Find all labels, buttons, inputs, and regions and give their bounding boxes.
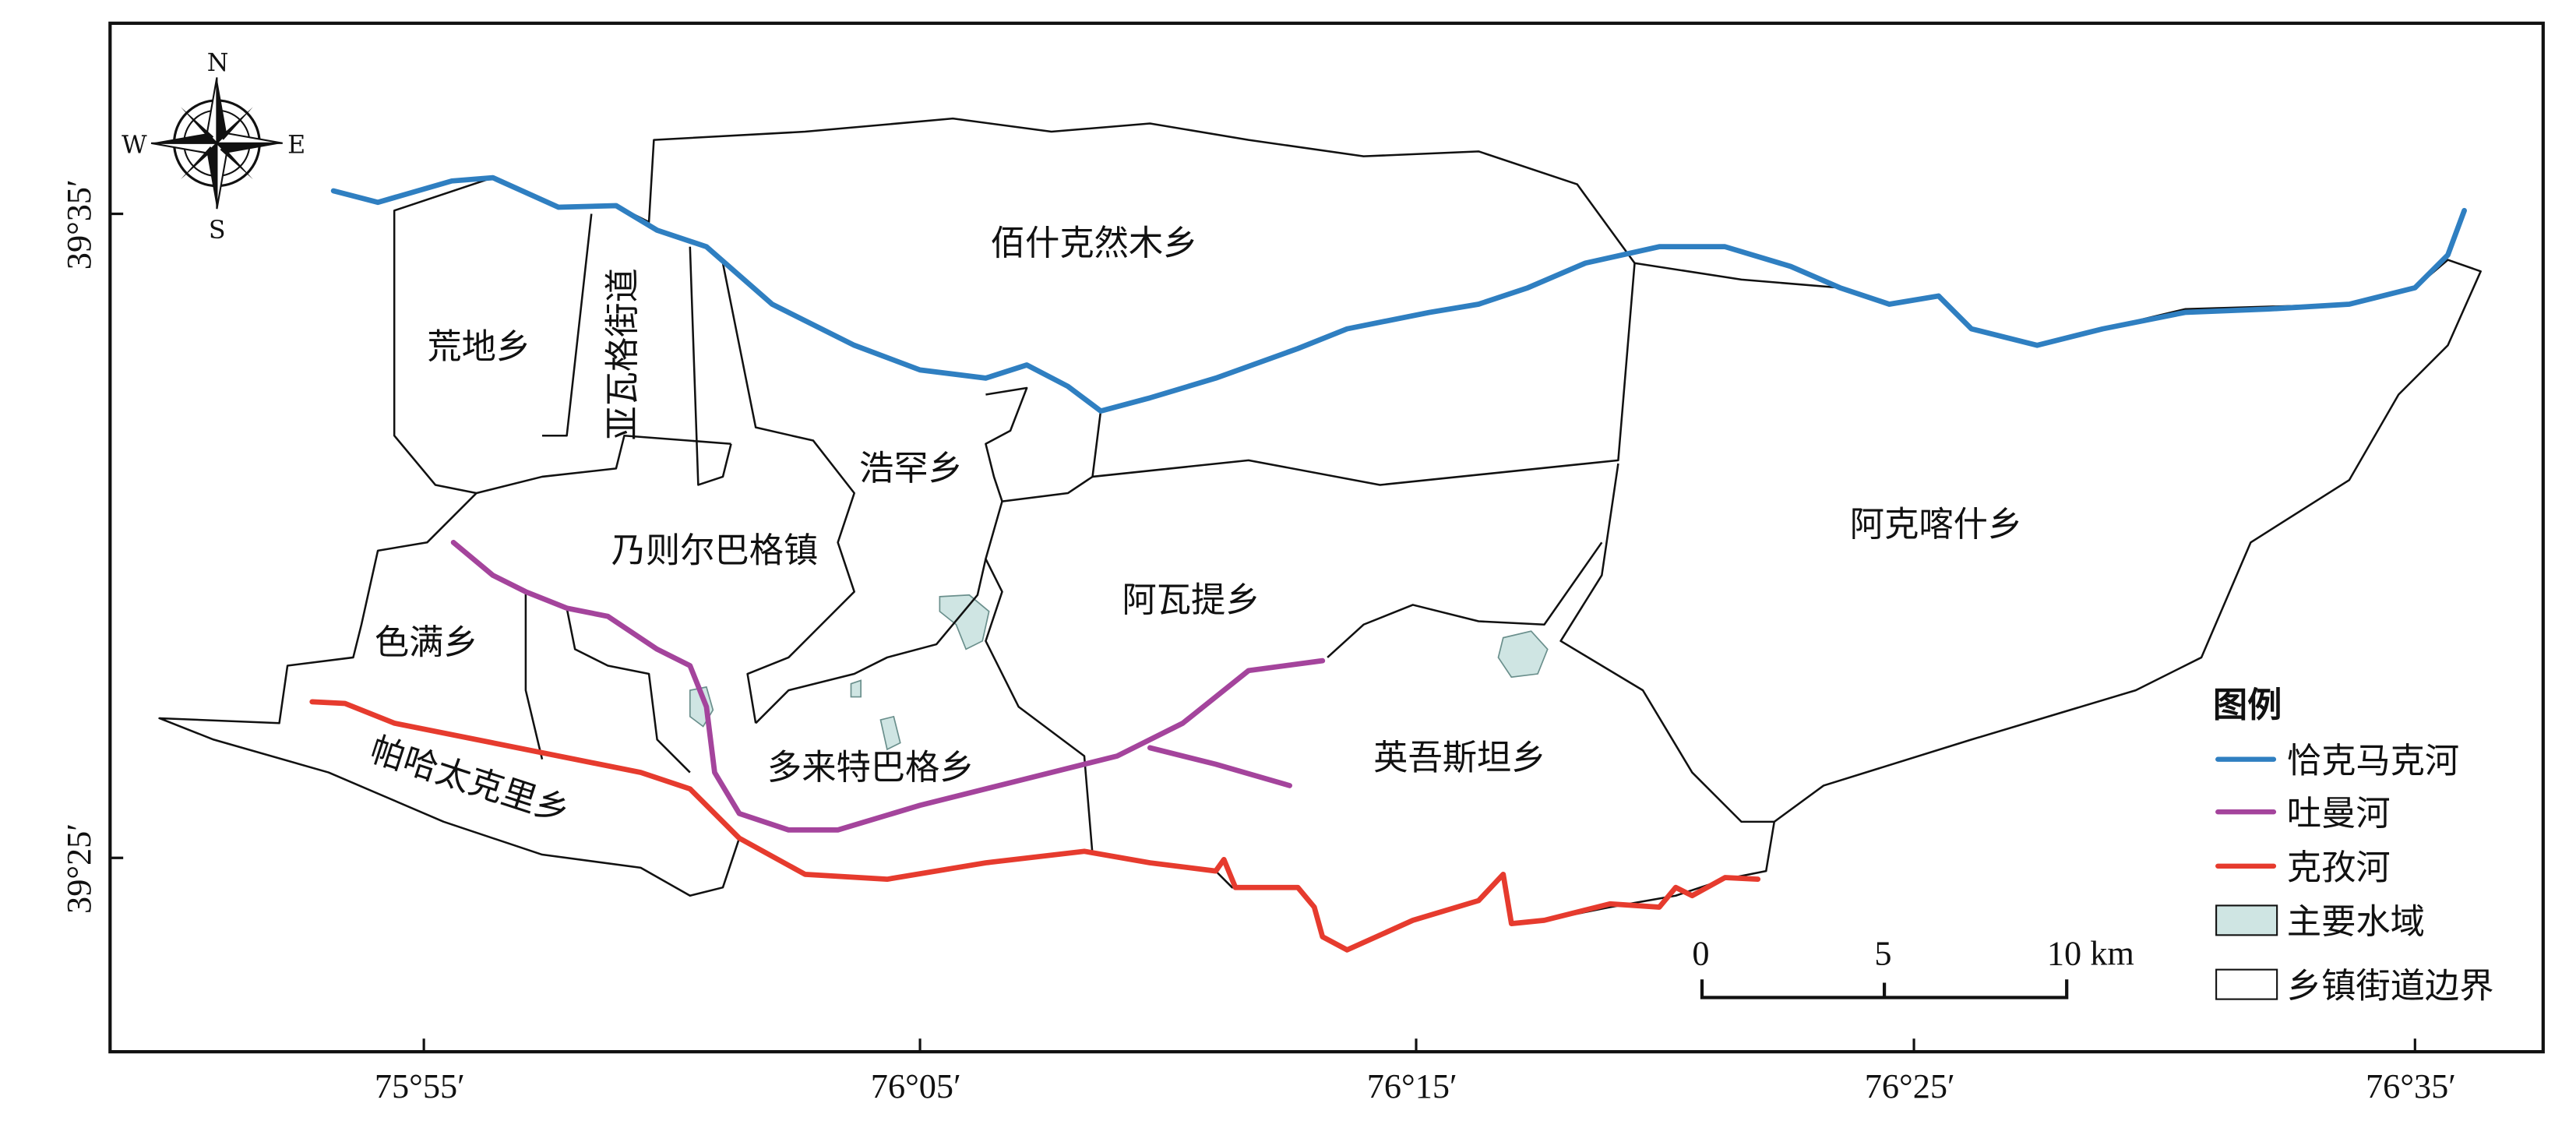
legend: 图例 恰克马克河 吐曼河 克孜河 主要水域 乡镇街道边界 bbox=[2213, 685, 2494, 1006]
region-label: 乃则尔巴格镇 bbox=[611, 531, 819, 571]
x-tick-label: 76°05′ bbox=[871, 1067, 961, 1105]
legend-label: 克孜河 bbox=[2287, 848, 2391, 888]
scale-bar: 0 5 10 km bbox=[1692, 934, 2134, 999]
region-label: 阿瓦提乡 bbox=[1122, 580, 1260, 620]
x-tick-label: 76°15′ bbox=[1367, 1067, 1457, 1105]
region-label: 英吾斯坦乡 bbox=[1373, 738, 1545, 777]
water-bodies bbox=[689, 594, 1549, 751]
water-body bbox=[850, 679, 862, 698]
boundary-line bbox=[985, 386, 1028, 502]
river-qiakemake bbox=[330, 174, 2467, 414]
boundary-line bbox=[1092, 263, 1636, 486]
map-frame bbox=[108, 21, 2545, 1054]
region-label: 浩罕乡 bbox=[859, 449, 963, 488]
y-tick-label: 39°25′ bbox=[60, 823, 98, 914]
x-tick-label: 76°35′ bbox=[2366, 1067, 2456, 1105]
region-label: 阿克喀什乡 bbox=[1850, 505, 2022, 545]
boundary-line bbox=[689, 246, 732, 486]
boundary-line bbox=[524, 591, 544, 760]
region-label: 亚瓦格街道 bbox=[603, 268, 643, 440]
scale-label: 5 bbox=[1874, 934, 1891, 972]
boundary-line bbox=[985, 411, 1102, 855]
y-tick-label: 39°35′ bbox=[60, 179, 98, 270]
water-body bbox=[1497, 630, 1549, 679]
compass-s: S bbox=[209, 217, 226, 245]
region-label: 多来特巴格乡 bbox=[767, 748, 974, 788]
region-label: 荒地乡 bbox=[427, 327, 530, 367]
compass-n: N bbox=[207, 49, 229, 77]
boundary-line bbox=[1327, 541, 1603, 658]
x-axis bbox=[110, 212, 2416, 1052]
legend-label: 吐曼河 bbox=[2287, 794, 2391, 834]
legend-title: 图例 bbox=[2213, 685, 2282, 725]
boundary-line bbox=[541, 213, 593, 437]
boundary-line bbox=[755, 559, 987, 724]
water-body bbox=[879, 715, 901, 751]
scale-label: 0 bbox=[1692, 934, 1709, 972]
compass-rose-icon: N S E W bbox=[122, 49, 305, 245]
legend-label: 乡镇街道边界 bbox=[2287, 967, 2494, 1006]
river-tuman bbox=[450, 539, 1326, 833]
water-body bbox=[939, 594, 990, 650]
region-label: 佰什克然木乡 bbox=[991, 224, 1198, 263]
boundary-line bbox=[1559, 463, 1774, 823]
region-label: 色满乡 bbox=[375, 623, 478, 663]
boundary-line bbox=[566, 608, 691, 774]
boundary-line bbox=[476, 434, 731, 495]
legend-label: 恰克马克河 bbox=[2287, 742, 2459, 781]
boundary-line bbox=[721, 263, 855, 724]
compass-e: E bbox=[287, 131, 305, 159]
river-kezi bbox=[309, 699, 1761, 953]
legend-label: 主要水域 bbox=[2287, 902, 2425, 942]
x-tick-label: 76°25′ bbox=[1865, 1067, 1955, 1105]
x-tick-label: 75°55′ bbox=[375, 1067, 465, 1105]
scale-label: 10 km bbox=[2047, 934, 2134, 972]
compass-w: W bbox=[122, 131, 147, 159]
